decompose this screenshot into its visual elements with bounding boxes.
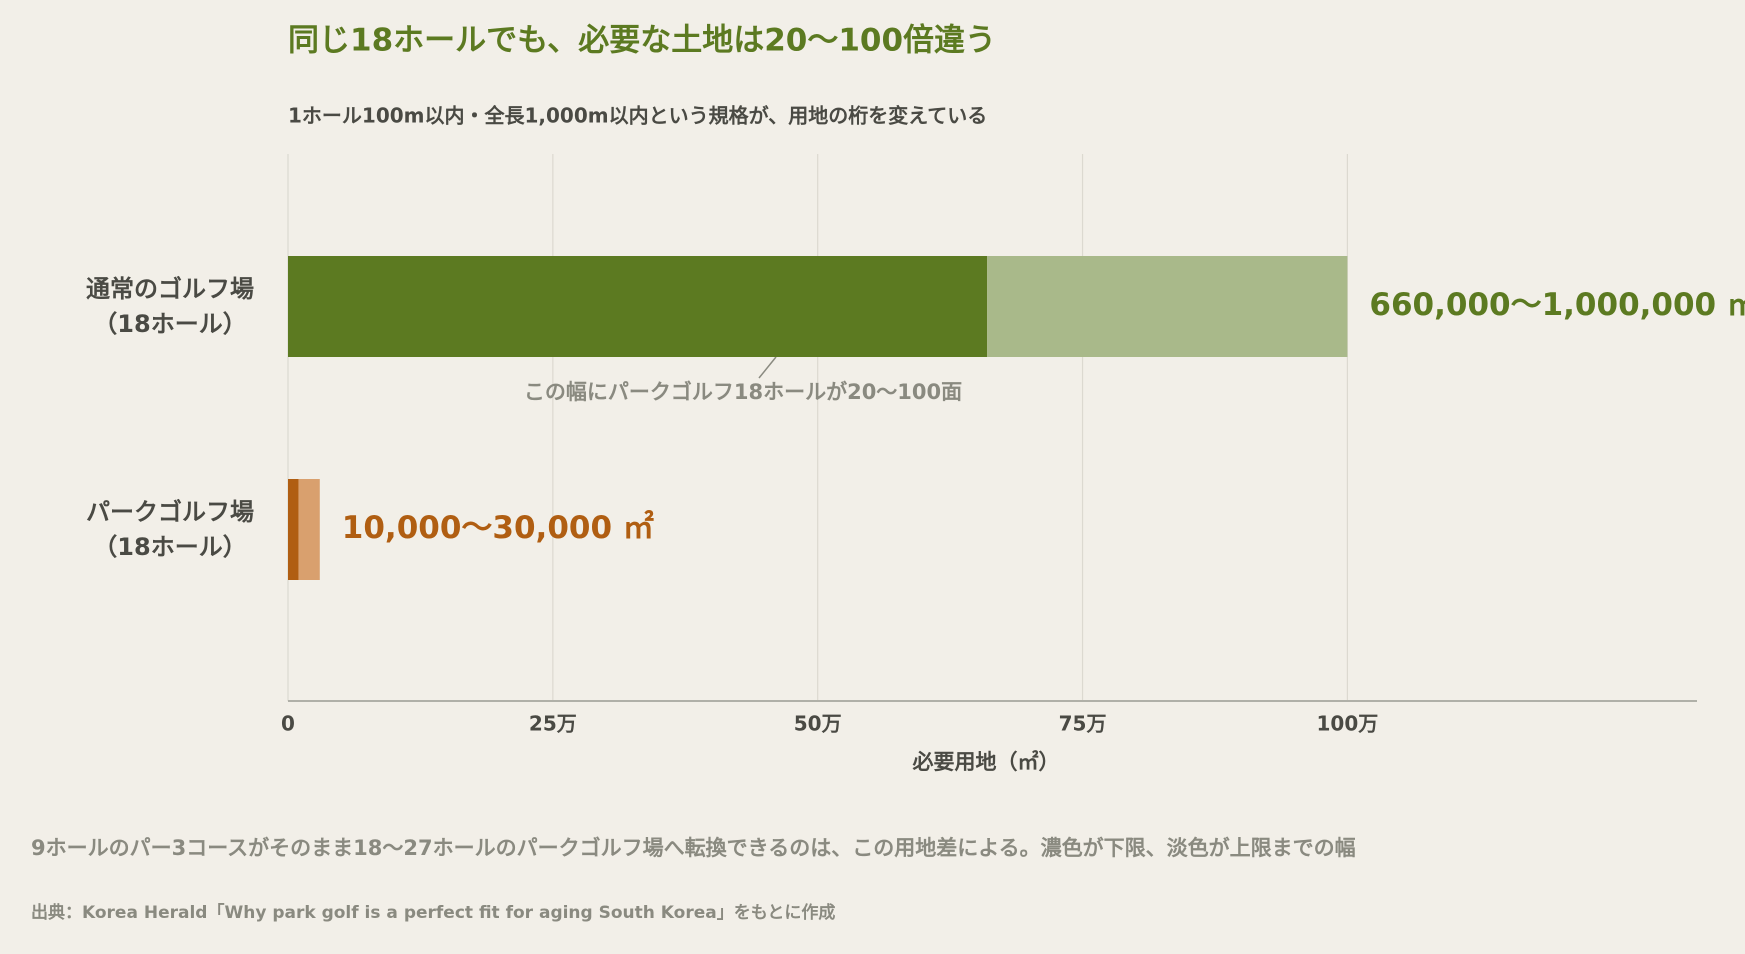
footnote: 9ホールのパー3コースがそのまま18〜27ホールのパークゴルフ場へ転換できるのは… — [31, 836, 1356, 860]
x-tick-label: 0 — [281, 712, 295, 736]
x-tick-label: 100万 — [1317, 712, 1379, 736]
bar-lower — [288, 479, 299, 580]
source: 出典：Korea Herald「Why park golf is a perfe… — [31, 902, 835, 923]
x-tick-label: 50万 — [794, 712, 842, 736]
bar-lower — [288, 256, 988, 357]
chart-subtitle: 1ホール100m以内・全長1,000m以内という規格が、用地の桁を変えている — [288, 104, 987, 128]
chart-title: 同じ18ホールでも、必要な土地は20〜100倍違う — [288, 23, 996, 59]
annotation: この幅にパークゴルフ18ホールが20〜100面 — [524, 380, 962, 404]
x-tick-label: 75万 — [1059, 712, 1107, 736]
value-label: 10,000〜30,000 ㎡ — [342, 510, 654, 546]
category-label: パークゴルフ場 （18ホール） — [86, 497, 254, 561]
x-tick-label: 25万 — [529, 712, 577, 736]
x-axis-label: 必要用地（㎡） — [913, 750, 1060, 774]
bar-range — [298, 479, 320, 580]
annotation-leader — [758, 356, 777, 379]
bar-range — [987, 256, 1348, 357]
value-label: 660,000〜1,000,000 ㎡ — [1369, 287, 1745, 323]
category-label: 通常のゴルフ場 （18ホール） — [86, 274, 254, 338]
